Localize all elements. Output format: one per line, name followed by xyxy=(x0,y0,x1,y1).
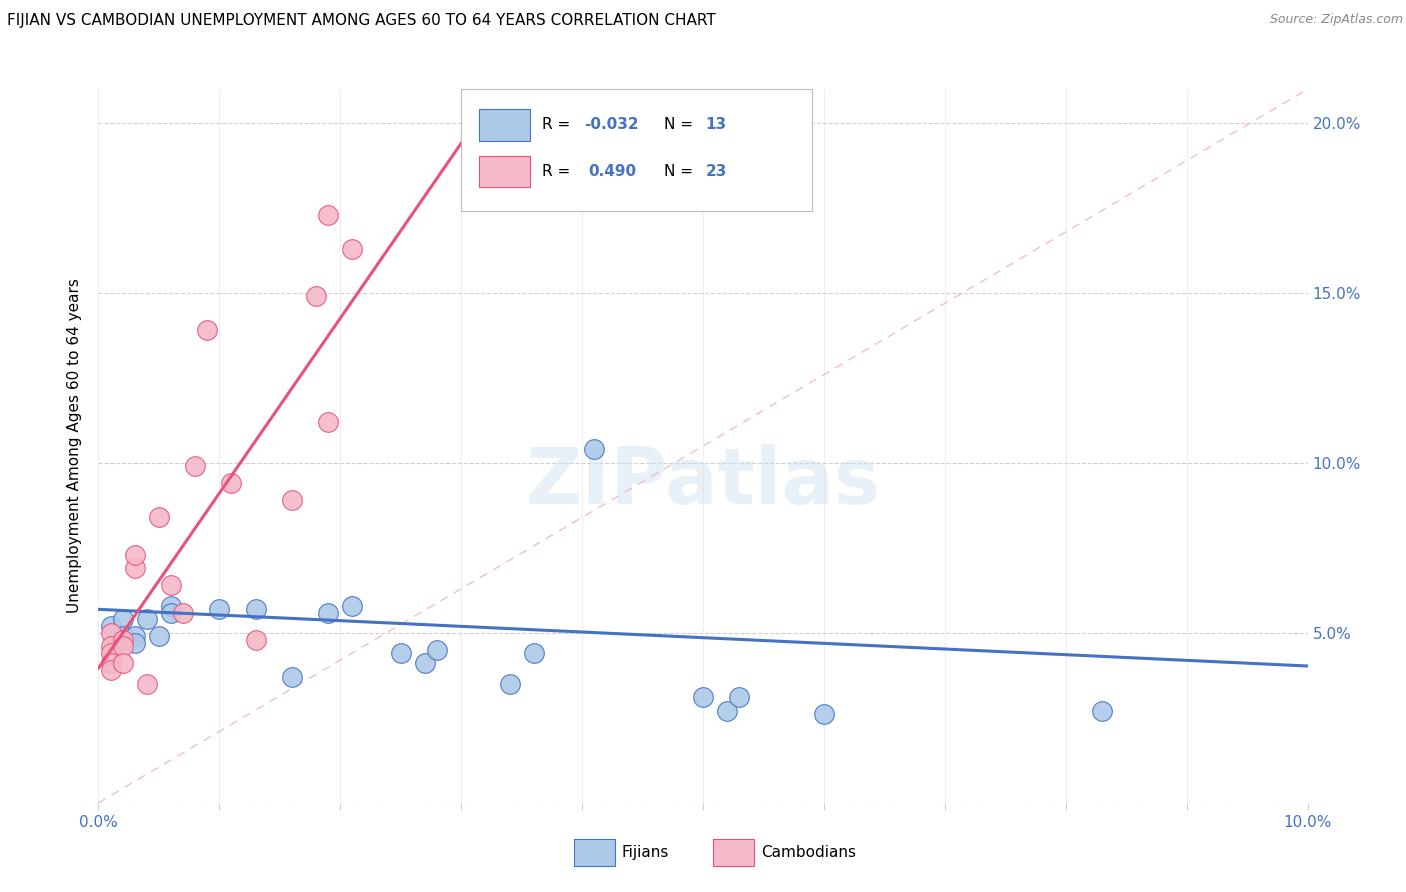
FancyBboxPatch shape xyxy=(713,839,754,866)
Point xyxy=(100,640,122,654)
Point xyxy=(316,208,339,222)
Point xyxy=(124,636,146,650)
Text: Source: ZipAtlas.com: Source: ZipAtlas.com xyxy=(1270,13,1403,27)
Point xyxy=(413,657,436,671)
Point xyxy=(124,561,146,575)
Point xyxy=(111,629,134,643)
Point xyxy=(245,632,267,647)
Point xyxy=(135,677,157,691)
Point xyxy=(316,415,339,429)
Point xyxy=(305,289,328,303)
Text: 23: 23 xyxy=(706,164,727,178)
Point xyxy=(184,459,207,474)
FancyBboxPatch shape xyxy=(574,839,614,866)
Point xyxy=(342,599,364,613)
Text: 13: 13 xyxy=(706,118,727,132)
Point xyxy=(498,677,520,691)
Point xyxy=(124,548,146,562)
Point xyxy=(111,640,134,654)
Text: FIJIAN VS CAMBODIAN UNEMPLOYMENT AMONG AGES 60 TO 64 YEARS CORRELATION CHART: FIJIAN VS CAMBODIAN UNEMPLOYMENT AMONG A… xyxy=(7,13,716,29)
Point xyxy=(583,442,606,457)
Point xyxy=(692,690,714,705)
Point xyxy=(100,646,122,660)
Text: N =: N = xyxy=(664,118,699,132)
Point xyxy=(426,643,449,657)
Point xyxy=(160,606,183,620)
Point xyxy=(148,510,170,524)
Y-axis label: Unemployment Among Ages 60 to 64 years: Unemployment Among Ages 60 to 64 years xyxy=(67,278,83,614)
Point xyxy=(389,646,412,660)
Point xyxy=(281,670,304,684)
Point xyxy=(221,476,243,491)
Point xyxy=(100,626,122,640)
Point xyxy=(148,629,170,643)
Point xyxy=(813,707,835,722)
Text: R =: R = xyxy=(543,164,581,178)
Text: Fijians: Fijians xyxy=(621,846,669,860)
Point xyxy=(160,599,183,613)
Point xyxy=(100,657,122,671)
Point xyxy=(281,493,304,508)
Point xyxy=(135,612,157,626)
Point xyxy=(316,606,339,620)
FancyBboxPatch shape xyxy=(461,89,811,211)
Text: R =: R = xyxy=(543,118,575,132)
Point xyxy=(208,602,231,616)
Point xyxy=(124,629,146,643)
Point xyxy=(172,606,194,620)
Point xyxy=(195,323,218,337)
Text: -0.032: -0.032 xyxy=(585,118,640,132)
Text: N =: N = xyxy=(664,164,699,178)
Point xyxy=(100,619,122,633)
Point xyxy=(1091,704,1114,718)
Point xyxy=(534,163,557,178)
Point xyxy=(716,704,738,718)
Point xyxy=(728,690,751,705)
Point xyxy=(160,578,183,592)
Text: 0.490: 0.490 xyxy=(588,164,637,178)
Point xyxy=(342,242,364,256)
Point xyxy=(523,646,546,660)
Point xyxy=(111,612,134,626)
Point xyxy=(100,663,122,677)
Point xyxy=(245,602,267,616)
Point xyxy=(111,632,134,647)
Text: ZIPatlas: ZIPatlas xyxy=(526,443,880,520)
Point xyxy=(111,657,134,671)
FancyBboxPatch shape xyxy=(479,155,530,187)
Text: Cambodians: Cambodians xyxy=(761,846,856,860)
FancyBboxPatch shape xyxy=(479,109,530,141)
